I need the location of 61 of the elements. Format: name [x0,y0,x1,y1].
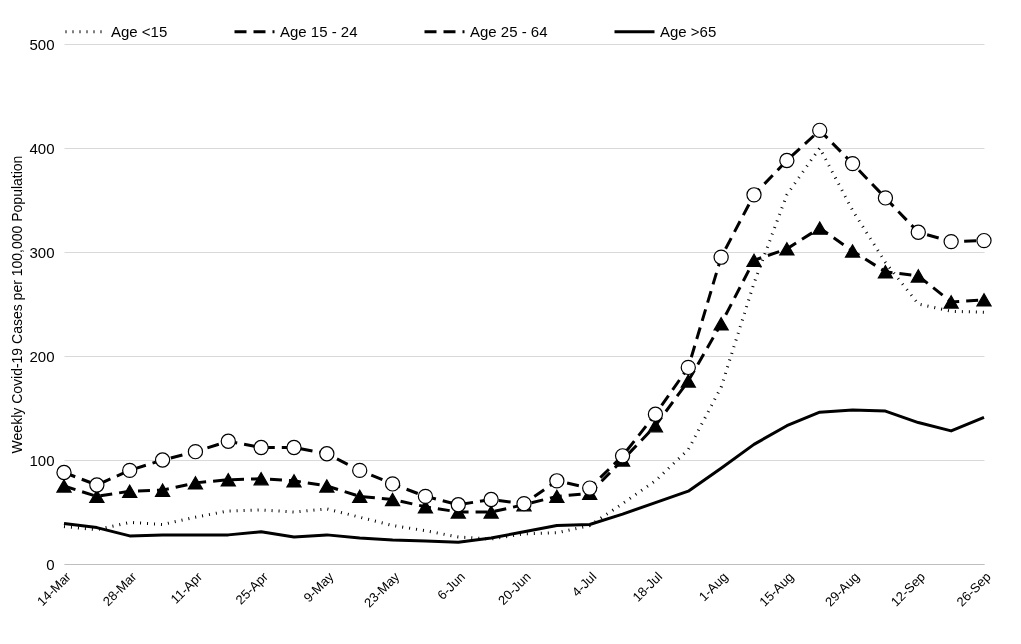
y-axis-title: Weekly Covid-19 Cases per 100,000 Population [9,155,26,454]
point [713,249,729,265]
legend-label: Age <15 [111,22,168,40]
point [253,472,269,486]
point [122,484,138,498]
point [549,489,565,504]
point [56,464,72,481]
point [220,433,236,449]
point [384,476,401,492]
point [352,489,368,504]
point [647,406,664,422]
point [286,474,302,488]
y-tick-label: 300 [29,243,55,261]
y-tick-label: 100 [29,451,55,469]
point [877,265,894,279]
point [483,491,499,508]
point [614,448,631,464]
point [910,269,926,283]
point [680,374,696,388]
legend-label: Age 25 - 64 [470,22,548,40]
point [89,477,105,493]
point [976,293,992,307]
point [154,483,171,497]
point [713,317,729,331]
point [812,122,828,138]
point [122,462,138,479]
point [877,190,894,206]
y-tick-label: 400 [29,139,55,157]
point [746,187,762,203]
point [56,479,72,493]
point [384,492,401,507]
point [680,359,696,376]
point [943,295,959,309]
point [319,479,335,493]
point [352,462,368,479]
point [187,444,204,460]
point [844,244,861,258]
point [779,242,795,256]
point [253,439,269,456]
y-tick-label: 500 [29,35,55,53]
point [319,446,335,462]
point [286,439,302,456]
point [779,152,795,169]
y-tick-label: 200 [29,347,55,365]
legend-label: Age 15 - 24 [280,22,358,40]
point [154,452,171,468]
point [746,253,762,268]
point [844,155,861,172]
y-tick-label: 0 [46,555,55,573]
point [549,473,565,489]
point [483,505,499,519]
point [417,488,434,505]
point [812,221,828,235]
point [187,476,204,490]
point [582,480,598,496]
legend-label: Age >65 [660,22,717,40]
point [89,489,105,504]
point [450,497,466,513]
point [943,233,959,250]
point [220,473,236,487]
point [910,224,926,240]
